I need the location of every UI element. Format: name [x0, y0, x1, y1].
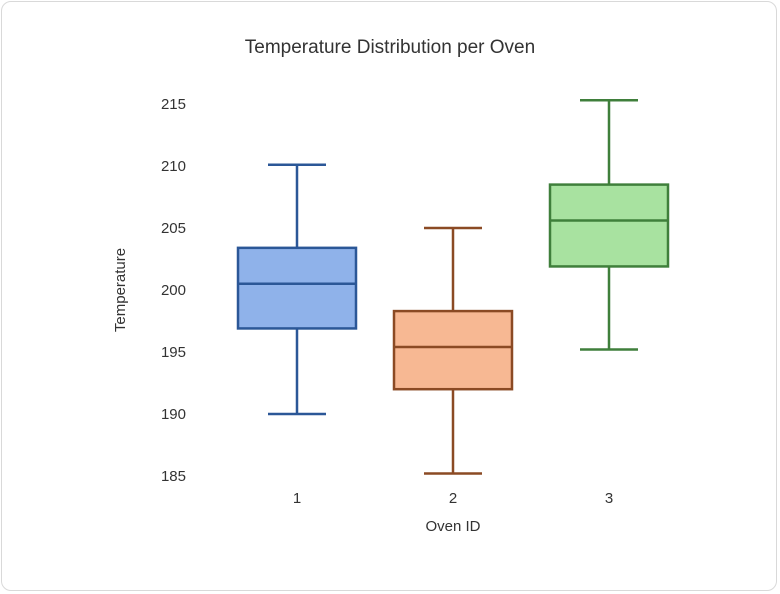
chart-title: Temperature Distribution per Oven [245, 37, 535, 58]
iqr-box [236, 246, 358, 330]
x-tick-label: 2 [449, 490, 457, 507]
y-tick-label: 215 [161, 96, 186, 113]
y-axis-ticks: 185 190 195 200 205 210 215 [161, 96, 186, 485]
x-axis-ticks: 1 2 3 [293, 490, 613, 507]
y-tick-label: 190 [161, 406, 186, 423]
y-tick-label: 195 [161, 344, 186, 361]
y-tick-label: 200 [161, 282, 186, 299]
x-tick-label: 1 [293, 490, 301, 507]
box-group-oven-1 [236, 163, 358, 416]
box-series [236, 99, 670, 475]
y-tick-label: 185 [161, 468, 186, 485]
x-tick-label: 3 [605, 490, 613, 507]
y-tick-label: 210 [161, 158, 186, 175]
iqr-box [392, 309, 514, 391]
x-axis-label: Oven ID [425, 518, 480, 535]
y-axis-label: Temperature [112, 248, 129, 332]
y-tick-label: 205 [161, 220, 186, 237]
iqr-box [548, 183, 670, 268]
box-group-oven-2 [392, 226, 514, 475]
box-group-oven-3 [548, 99, 670, 351]
